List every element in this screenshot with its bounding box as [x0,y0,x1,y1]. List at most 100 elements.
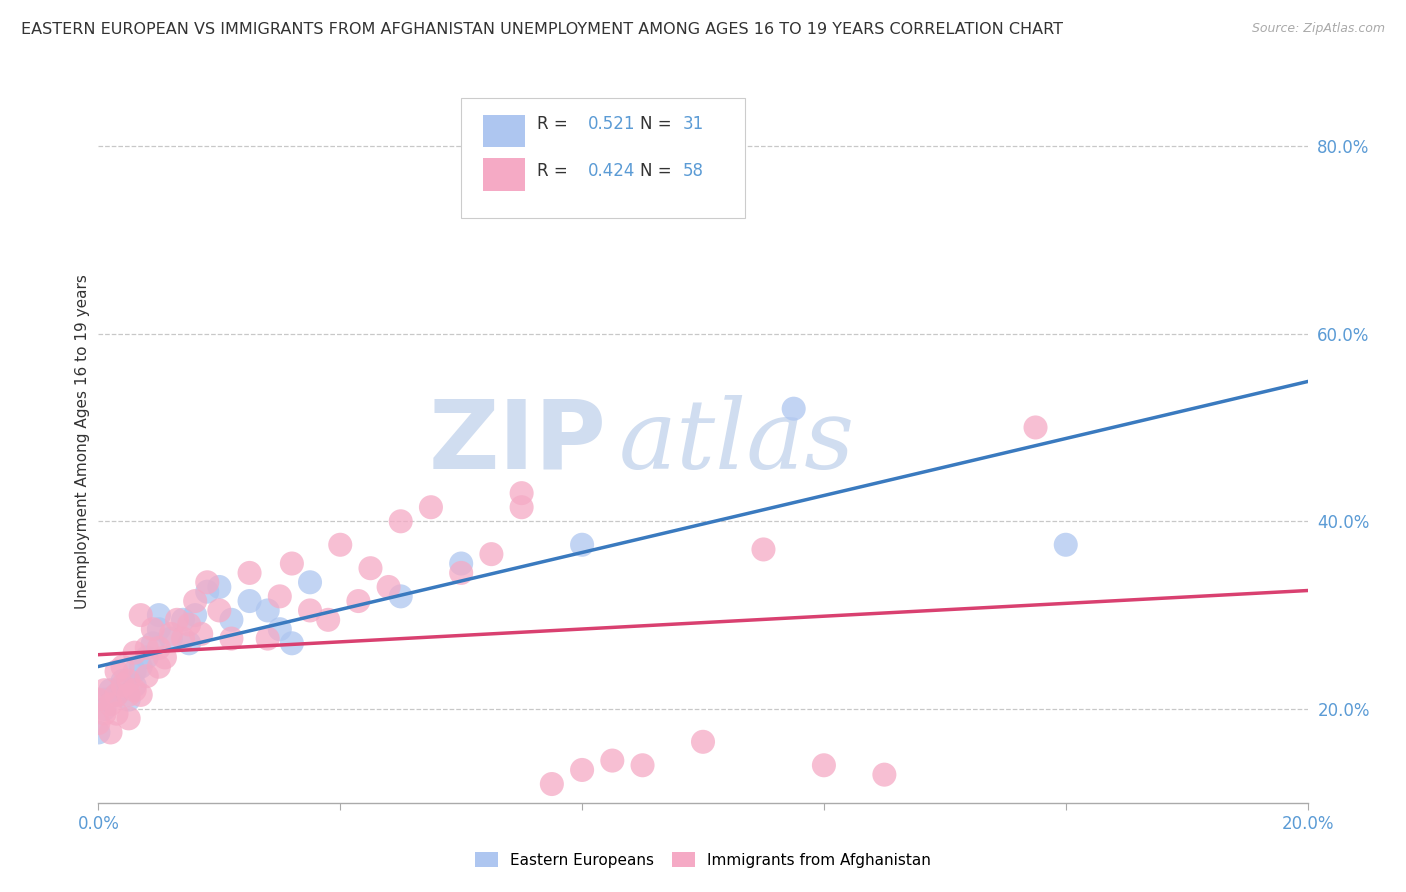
Point [873,767,896,781]
Point [190,627,212,641]
Point [377,580,399,594]
Text: ZIP: ZIP [429,395,606,488]
FancyBboxPatch shape [482,115,526,147]
Point [221,613,243,627]
Point [87,716,110,731]
Point [450,557,472,571]
Point [124,646,146,660]
Point [93,702,115,716]
Point [195,575,218,590]
Point [118,673,141,688]
Point [1054,538,1077,552]
Point [602,754,624,768]
Point [118,711,141,725]
Text: R =: R = [537,161,574,179]
Point [142,636,165,650]
Point [148,608,170,623]
Point [142,622,165,636]
Point [813,758,835,772]
Point [118,692,141,706]
Point [166,613,188,627]
Point [510,500,533,515]
Point [105,688,128,702]
Point [571,763,593,777]
Point [510,486,533,500]
Point [420,500,443,515]
Point [118,688,141,702]
Point [100,725,122,739]
Text: 58: 58 [682,161,703,179]
Point [281,557,304,571]
Point [481,547,503,561]
Text: 0.424: 0.424 [588,161,636,179]
Point [93,692,115,706]
Text: Source: ZipAtlas.com: Source: ZipAtlas.com [1251,22,1385,36]
Point [105,706,128,721]
Text: R =: R = [537,115,574,133]
Y-axis label: Unemployment Among Ages 16 to 19 years: Unemployment Among Ages 16 to 19 years [75,274,90,609]
Point [160,632,183,646]
Text: 31: 31 [682,115,703,133]
Point [111,679,134,693]
Point [631,758,654,772]
Point [135,650,157,665]
Point [299,603,322,617]
Point [783,401,806,416]
Point [239,566,262,580]
Point [540,777,562,791]
Point [100,683,122,698]
Text: EASTERN EUROPEAN VS IMMIGRANTS FROM AFGHANISTAN UNEMPLOYMENT AMONG AGES 16 TO 19: EASTERN EUROPEAN VS IMMIGRANTS FROM AFGH… [21,22,1063,37]
Point [347,594,370,608]
Point [172,613,194,627]
FancyBboxPatch shape [482,158,526,191]
Point [111,673,134,688]
Point [148,659,170,673]
Point [752,542,775,557]
Point [571,538,593,552]
Point [389,514,412,528]
Point [239,594,262,608]
Point [316,613,339,627]
Point [389,590,412,604]
Point [148,622,170,636]
Point [129,608,152,623]
Point [299,575,322,590]
Point [105,665,128,679]
Point [221,632,243,646]
Point [329,538,352,552]
Point [195,584,218,599]
Text: N =: N = [640,161,678,179]
Point [179,636,201,650]
Point [256,632,278,646]
Point [450,566,472,580]
Point [692,735,714,749]
Point [129,659,152,673]
Point [269,590,291,604]
Point [281,636,304,650]
Point [124,683,146,698]
Point [1024,420,1046,434]
Text: 0.521: 0.521 [588,115,636,133]
Point [269,622,291,636]
Point [129,688,152,702]
Point [135,669,157,683]
FancyBboxPatch shape [461,98,745,218]
Point [208,603,231,617]
Point [179,617,201,632]
Point [148,640,170,655]
Point [153,650,176,665]
Point [172,632,194,646]
Point [87,725,110,739]
Point [160,627,183,641]
Legend: Eastern Europeans, Immigrants from Afghanistan: Eastern Europeans, Immigrants from Afgha… [467,844,939,875]
Point [135,640,157,655]
Point [100,698,122,712]
Text: N =: N = [640,115,678,133]
Point [256,603,278,617]
Point [105,688,128,702]
Point [124,665,146,679]
Point [93,683,115,698]
Point [360,561,382,575]
Point [184,594,207,608]
Point [111,659,134,673]
